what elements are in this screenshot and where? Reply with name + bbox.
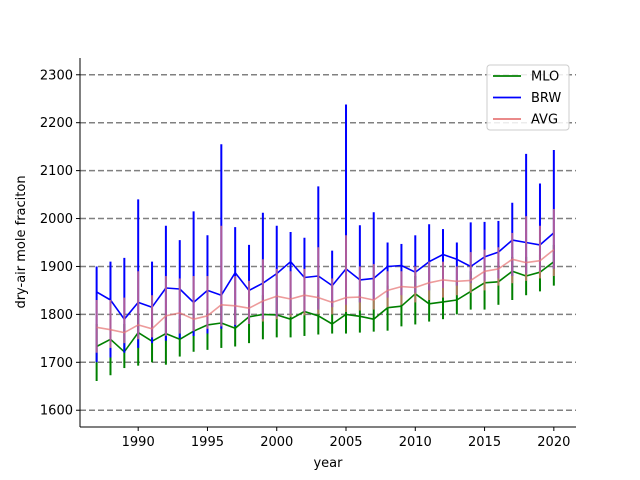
legend-label-brw: BRW	[531, 91, 561, 106]
series-layer	[95, 104, 555, 381]
x-axis-ticks: 1990 1995 2000 2005 2010 2015 2020	[122, 427, 570, 450]
y-tick-label: 1700	[40, 356, 73, 371]
x-tick-label: 2020	[537, 435, 570, 450]
legend: MLO BRW AVG	[486, 64, 570, 131]
y-axis-ticks: 1600 1700 1800 1900 2000 2100 2200 2300	[40, 68, 80, 419]
grid-lines	[80, 74, 576, 411]
legend-label-avg: AVG	[531, 113, 558, 128]
x-tick-label: 2010	[399, 435, 432, 450]
x-tick-label: 1995	[191, 435, 224, 450]
series-mlo-line	[96, 261, 555, 353]
x-tick-label: 2015	[468, 435, 501, 450]
y-axis-label: dry-air mole fraciton	[14, 175, 29, 308]
legend-label-mlo: MLO	[531, 70, 559, 85]
series-avg-line	[96, 249, 555, 334]
y-tick-label: 2300	[40, 68, 73, 83]
x-tick-label: 2005	[329, 435, 362, 450]
series-avg	[95, 208, 555, 353]
y-tick-label: 2000	[40, 212, 73, 227]
y-tick-label: 2100	[40, 164, 73, 179]
y-tick-label: 1800	[40, 308, 73, 323]
y-tick-label: 2200	[40, 116, 73, 131]
x-tick-label: 1990	[122, 435, 155, 450]
y-tick-label: 1600	[40, 404, 73, 419]
legend-box	[486, 64, 570, 131]
axes	[79, 58, 576, 428]
y-tick-label: 1900	[40, 260, 73, 275]
x-tick-label: 2000	[260, 435, 293, 450]
series-brw-line	[96, 232, 555, 321]
x-axis-label: year	[313, 456, 343, 471]
